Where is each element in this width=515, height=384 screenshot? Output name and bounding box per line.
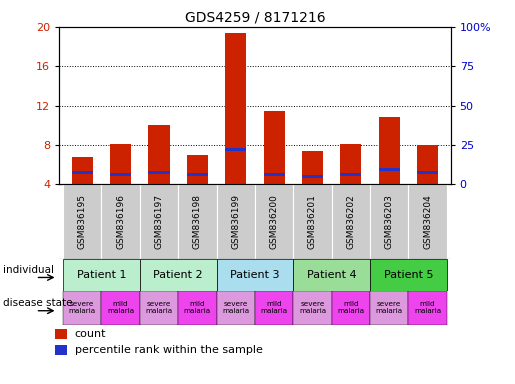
Text: GSM836195: GSM836195 — [78, 194, 87, 249]
Bar — [225, 148, 246, 151]
Text: GSM836203: GSM836203 — [385, 194, 394, 249]
Bar — [148, 125, 169, 184]
Text: count: count — [75, 329, 106, 339]
Text: GSM836198: GSM836198 — [193, 194, 202, 249]
Text: mild
malaria: mild malaria — [337, 301, 365, 314]
Text: severe
malaria: severe malaria — [375, 301, 403, 314]
Bar — [101, 184, 140, 259]
Bar — [332, 291, 370, 325]
Bar — [140, 259, 216, 291]
Bar — [302, 151, 323, 184]
Bar — [370, 184, 408, 259]
Text: GSM836201: GSM836201 — [308, 194, 317, 249]
Text: severe
malaria: severe malaria — [222, 301, 249, 314]
Bar — [63, 184, 101, 259]
Bar — [264, 173, 285, 176]
Text: mild
malaria: mild malaria — [184, 301, 211, 314]
Bar — [178, 291, 216, 325]
Bar — [55, 329, 67, 339]
Text: GSM836199: GSM836199 — [231, 194, 240, 249]
Bar — [294, 259, 370, 291]
Bar — [370, 291, 408, 325]
Bar — [187, 173, 208, 176]
Text: percentile rank within the sample: percentile rank within the sample — [75, 345, 263, 355]
Text: mild
malaria: mild malaria — [414, 301, 441, 314]
Bar — [110, 173, 131, 176]
Text: GSM836197: GSM836197 — [154, 194, 163, 249]
Bar — [63, 291, 101, 325]
Bar — [408, 291, 447, 325]
Bar — [187, 155, 208, 184]
Bar — [255, 184, 294, 259]
Bar — [110, 144, 131, 184]
Bar — [264, 111, 285, 184]
Bar — [340, 173, 362, 176]
Text: severe
malaria: severe malaria — [145, 301, 173, 314]
Text: GSM836204: GSM836204 — [423, 194, 432, 249]
Bar — [379, 118, 400, 184]
Text: Patient 5: Patient 5 — [384, 270, 433, 280]
Bar — [55, 346, 67, 355]
Bar — [332, 184, 370, 259]
Text: disease state: disease state — [3, 298, 73, 308]
Text: individual: individual — [3, 265, 54, 275]
Bar — [140, 291, 178, 325]
Bar — [340, 144, 362, 184]
Text: Patient 4: Patient 4 — [307, 270, 356, 280]
Bar — [370, 259, 447, 291]
Bar — [216, 184, 255, 259]
Bar — [225, 33, 246, 184]
Text: severe
malaria: severe malaria — [299, 301, 326, 314]
Text: GSM836200: GSM836200 — [270, 194, 279, 249]
Text: Patient 3: Patient 3 — [230, 270, 280, 280]
Bar — [379, 168, 400, 171]
Bar — [408, 184, 447, 259]
Bar — [63, 259, 140, 291]
Bar — [216, 259, 294, 291]
Text: GSM836196: GSM836196 — [116, 194, 125, 249]
Bar — [294, 291, 332, 325]
Bar — [417, 145, 438, 184]
Bar — [101, 291, 140, 325]
Bar — [140, 184, 178, 259]
Bar — [178, 184, 216, 259]
Title: GDS4259 / 8171216: GDS4259 / 8171216 — [184, 10, 325, 24]
Bar — [417, 171, 438, 174]
Bar — [216, 291, 255, 325]
Text: GSM836202: GSM836202 — [347, 194, 355, 249]
Text: Patient 1: Patient 1 — [77, 270, 126, 280]
Bar — [294, 184, 332, 259]
Bar — [148, 171, 169, 174]
Bar — [255, 291, 294, 325]
Text: mild
malaria: mild malaria — [107, 301, 134, 314]
Text: severe
malaria: severe malaria — [68, 301, 96, 314]
Bar — [72, 171, 93, 174]
Text: Patient 2: Patient 2 — [153, 270, 203, 280]
Bar — [72, 157, 93, 184]
Text: mild
malaria: mild malaria — [261, 301, 288, 314]
Bar — [302, 175, 323, 178]
